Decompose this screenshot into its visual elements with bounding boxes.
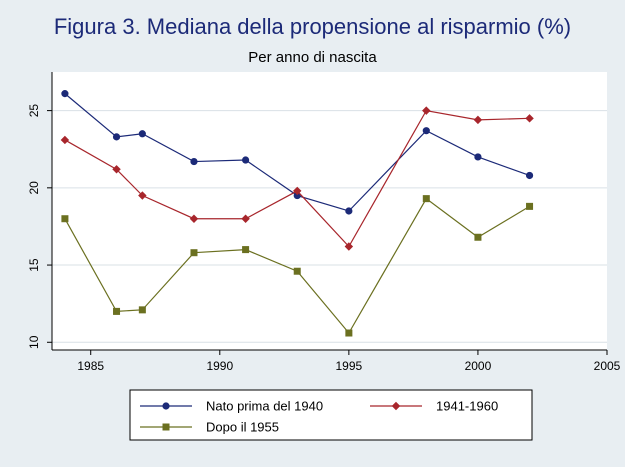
series-2-point (138, 191, 147, 200)
series-1-point (345, 207, 353, 215)
series-1-point (422, 127, 430, 135)
series-3-point (293, 267, 301, 275)
series-2-point (525, 114, 534, 123)
y-tick-label: 15 (27, 258, 41, 272)
series-1-point (61, 90, 69, 98)
series-2-point (344, 242, 354, 251)
legend-box (129, 389, 533, 441)
legend-label-1: Nato prima del 1940 (206, 399, 323, 414)
x-tick-label: 1990 (206, 359, 233, 373)
series-1-point (190, 157, 198, 166)
series-2-point (422, 106, 431, 115)
series-1-point (242, 156, 250, 164)
series-line-1 (64, 93, 530, 212)
series-3-point (526, 202, 534, 210)
series-3-point (61, 215, 69, 223)
series-1-point (112, 133, 121, 141)
series-3-point (138, 306, 146, 314)
series-1-point (138, 130, 146, 138)
series-1-point (525, 171, 534, 180)
series-3-point (113, 307, 121, 315)
legend-label-2: 1941-1960 (436, 399, 498, 414)
series-2-point (473, 115, 483, 125)
series-3-point (422, 195, 430, 203)
series-line-2 (64, 109, 530, 248)
legend-marker-2 (391, 401, 401, 411)
y-tick-label: 20 (27, 181, 41, 195)
chart-subtitle: Per anno di nascita (248, 49, 377, 66)
series-3-point (242, 246, 250, 254)
series-2-point (293, 186, 302, 196)
series-2-point (189, 214, 199, 223)
x-tick-label: 2000 (465, 359, 492, 373)
legend-label-3: Dopo il 1955 (206, 420, 279, 435)
y-tick-label: 10 (27, 335, 41, 349)
series-3-point (474, 233, 482, 241)
series-3-point (345, 329, 353, 337)
chart-title: Figura 3. Mediana della propensione al r… (53, 14, 572, 39)
x-tick-label: 1995 (336, 359, 363, 373)
series-line-3 (64, 197, 530, 335)
series-2-point (60, 135, 70, 145)
series-1-point (474, 153, 482, 161)
legend-marker-1 (162, 402, 170, 410)
y-tick-label: 25 (27, 104, 41, 118)
legend-marker-3 (162, 423, 170, 431)
x-tick-label: 1985 (77, 359, 104, 373)
plot-area (52, 72, 607, 350)
series-3-point (190, 249, 198, 257)
series-2-point (112, 165, 121, 174)
series-2-point (241, 214, 250, 223)
x-tick-label: 2005 (594, 359, 621, 373)
